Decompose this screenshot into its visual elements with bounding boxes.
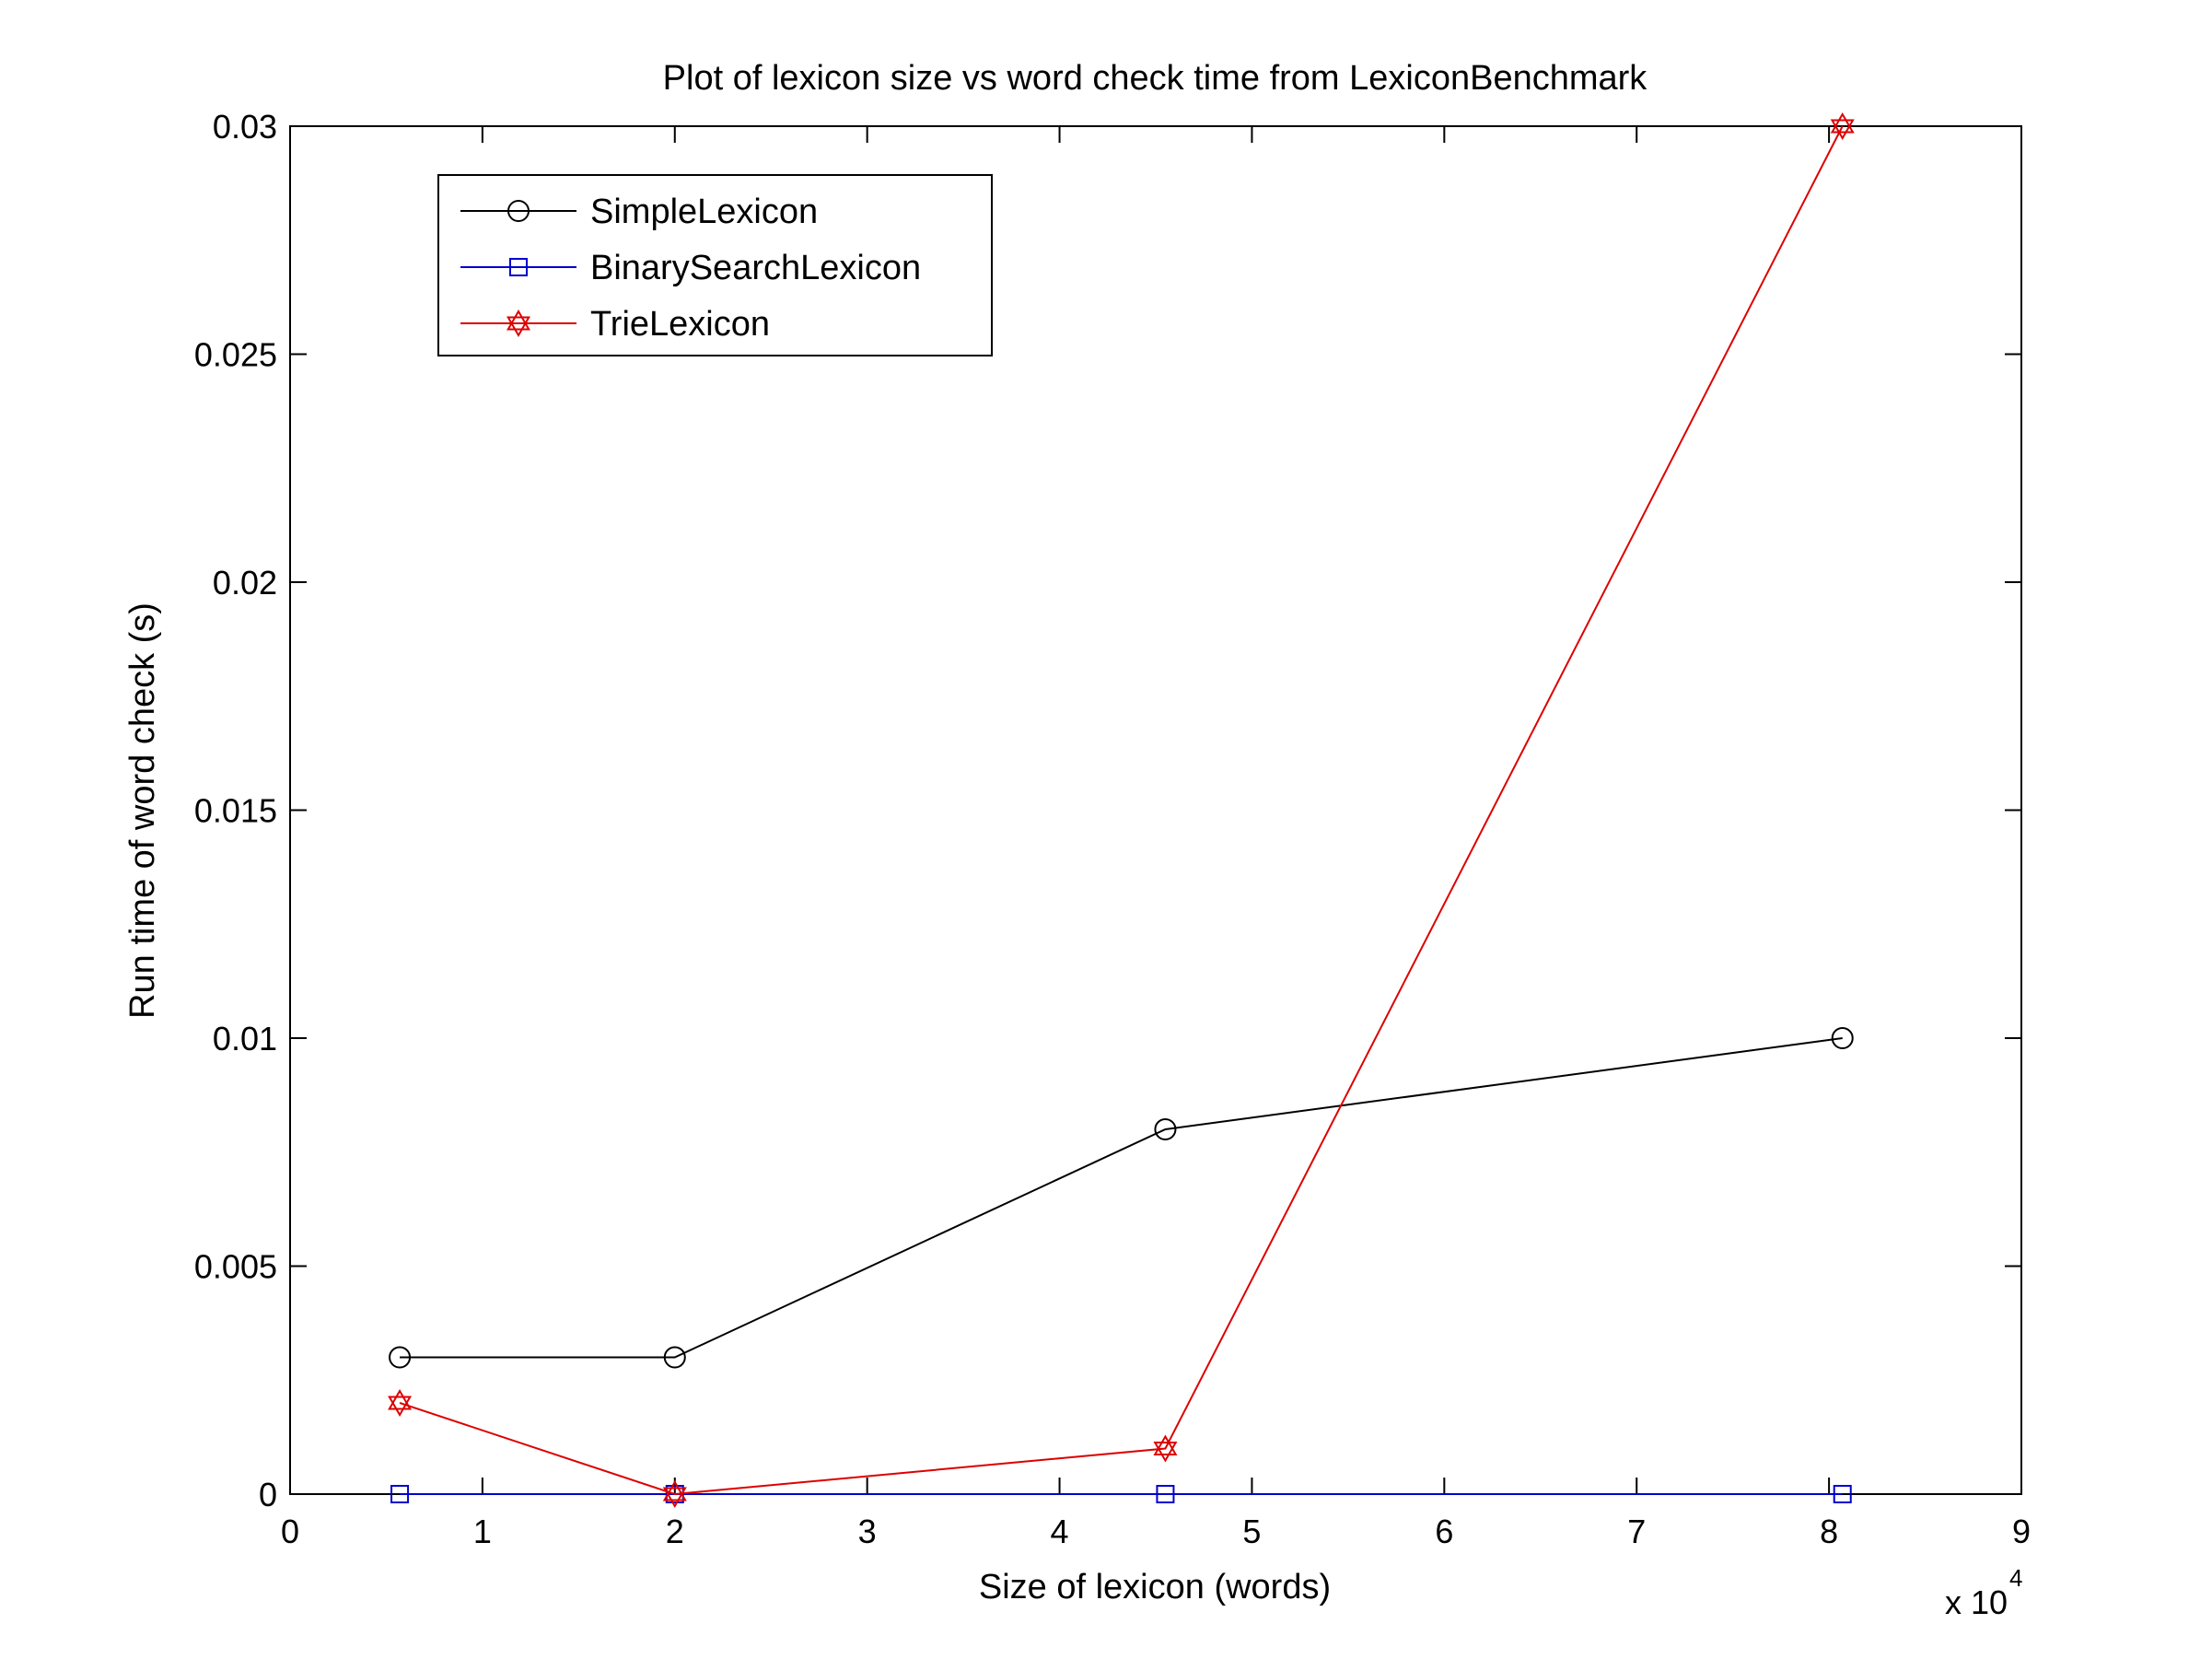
x-axis-label: Size of lexicon (words) — [979, 1568, 1331, 1606]
data-point-trielexicon-part — [662, 1480, 687, 1501]
x-tick-label: 0 — [281, 1513, 299, 1550]
x-tick-label: 6 — [1435, 1513, 1453, 1550]
x-tick-label: 7 — [1627, 1513, 1646, 1550]
data-point-trielexicon-part — [388, 1396, 413, 1418]
legend-marker-part — [506, 316, 530, 337]
y-axis-ticks: 0 0.005 0.01 0.015 0.02 0.025 0.03 — [194, 108, 2021, 1513]
data-point-trielexicon-part — [662, 1487, 687, 1508]
data-point-simplelexicon — [1831, 1027, 1854, 1049]
y-tick-label: 0.02 — [213, 564, 277, 602]
legend-marker — [507, 200, 530, 222]
y-tick-label: 0 — [259, 1476, 277, 1513]
series-layer — [388, 111, 1855, 1508]
x-tick-label: 5 — [1242, 1513, 1261, 1550]
legend-marker — [506, 310, 530, 337]
chart-title: Plot of lexicon size vs word check time … — [663, 59, 1648, 98]
data-point-binarysearchlexicon — [390, 1485, 410, 1503]
series-trielexicon — [388, 111, 1855, 1508]
legend: SimpleLexicon BinarySearchLexicon TrieLexi… — [437, 174, 993, 356]
x-tick-label: 4 — [1051, 1513, 1069, 1550]
y-tick-label: 0.01 — [213, 1020, 277, 1057]
data-point-simplelexicon — [663, 1346, 686, 1369]
data-point-simplelexicon — [1154, 1118, 1177, 1140]
y-axis-label: Run time of word check (s) — [123, 602, 162, 1019]
y-tick-label: 0.005 — [194, 1248, 277, 1286]
data-point-trielexicon — [662, 1480, 687, 1508]
data-point-trielexicon-part — [1830, 119, 1855, 141]
x-tick-label: 8 — [1820, 1513, 1838, 1550]
legend-entry-trielexicon: TrieLexicon — [460, 305, 770, 344]
x-tick-label: 1 — [473, 1513, 492, 1550]
x-tick-label: 2 — [666, 1513, 684, 1550]
legend-label: BinarySearchLexicon — [590, 249, 921, 287]
plot-area: 0 1 2 3 4 5 6 7 8 9 0 0.005 0.01 0.015 0.02 0.025 0.03 — [194, 108, 2031, 1550]
data-point-trielexicon-part — [1830, 111, 1855, 134]
legend-marker-part — [506, 310, 530, 331]
series-binarysearchlexicon — [390, 1485, 1852, 1503]
y-tick-label: 0.025 — [194, 336, 277, 374]
x-multiplier-base: x 10 — [1945, 1583, 2008, 1621]
data-point-trielexicon-part — [388, 1388, 413, 1410]
data-point-binarysearchlexicon — [1156, 1485, 1175, 1503]
series-line-simplelexicon — [400, 1037, 1843, 1359]
data-point-trielexicon — [388, 1388, 413, 1418]
series-line-trielexicon — [399, 125, 1844, 1496]
legend-entries: SimpleLexicon BinarySearchLexicon TrieLexi… — [460, 193, 921, 344]
data-point-trielexicon-part — [1153, 1434, 1178, 1455]
data-point-simplelexicon — [389, 1346, 412, 1369]
series-simplelexicon — [389, 1027, 1854, 1369]
data-point-trielexicon — [1153, 1434, 1178, 1463]
legend-box — [437, 174, 993, 356]
data-point-trielexicon-part — [1153, 1442, 1178, 1463]
x-multiplier-exponent: 4 — [2009, 1564, 2022, 1592]
data-point-trielexicon — [1830, 111, 1855, 141]
x-axis-ticks: 0 1 2 3 4 5 6 7 8 9 — [281, 126, 2031, 1550]
legend-label: TrieLexicon — [590, 305, 770, 344]
data-point-binarysearchlexicon — [1833, 1485, 1852, 1503]
x-axis-multiplier: x 10 4 — [1945, 1564, 2023, 1621]
x-tick-label: 9 — [2012, 1513, 2031, 1550]
legend-marker — [509, 258, 528, 276]
legend-label: SimpleLexicon — [590, 193, 818, 231]
y-tick-label: 0.015 — [194, 792, 277, 830]
y-tick-label: 0.03 — [213, 108, 277, 146]
legend-entry-simplelexicon: SimpleLexicon — [460, 193, 818, 231]
x-tick-label: 3 — [858, 1513, 877, 1550]
legend-entry-binarysearchlexicon: BinarySearchLexicon — [460, 249, 921, 287]
